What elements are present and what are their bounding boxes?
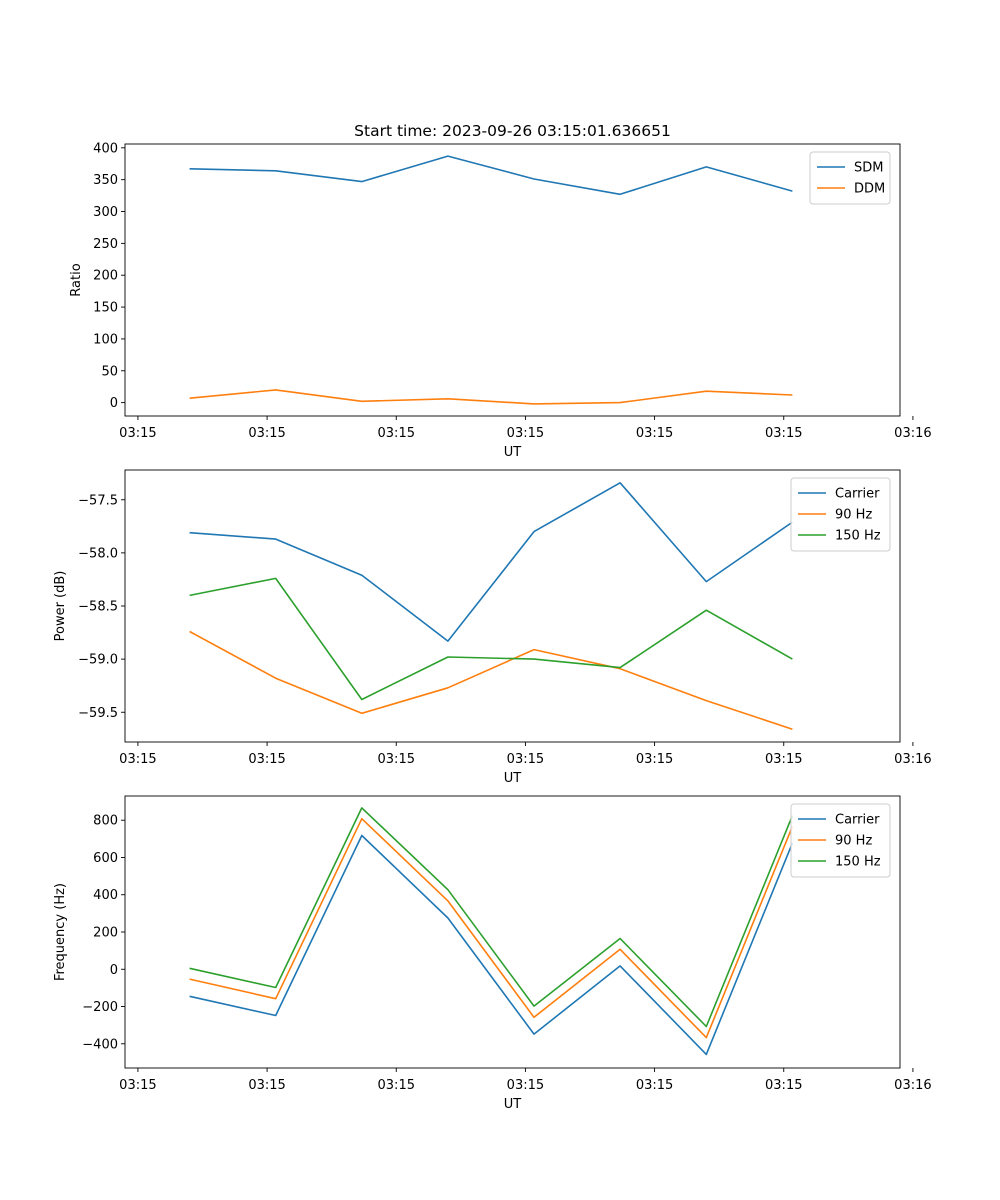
y-tick-label: −57.5 [78,493,118,508]
y-tick-label: 150 [93,301,118,316]
y-axis-label: Ratio [69,263,84,296]
y-tick-label: −400 [82,1037,118,1052]
x-tick-label: 03:15 [765,1078,802,1093]
axes-frame [124,143,901,417]
y-tick-label: 0 [110,963,118,978]
x-tick-label: 03:15 [378,426,415,441]
series-line-90-hz [189,817,794,1039]
x-tick-label: 03:15 [507,426,544,441]
legend-label: SDM [854,161,883,176]
x-tick-label: 03:15 [765,752,802,767]
panel-frequency: −400 −200 0 200 400 600 800 03:15 03:15 03:15 03:1… [53,795,932,1112]
y-tick-label: 0 [110,396,118,411]
legend-box [809,151,891,205]
y-axis-label: Power (dB) [53,571,68,642]
y-tick-label: −58.0 [78,546,118,561]
y-tick-label: 50 [101,364,118,379]
y-tick-label: −58.5 [78,600,118,615]
y-tick-label: 600 [93,851,118,866]
y-axis-label: Frequency (Hz) [53,883,68,981]
axes-frame [124,795,901,1069]
x-tick-label: 03:15 [636,426,673,441]
x-tick-label: 03:15 [378,752,415,767]
x-tick-label: 03:16 [894,752,931,767]
series-line-ddm [189,389,793,405]
legend-label: Carrier [835,813,880,828]
x-tick-label: 03:15 [378,1078,415,1093]
y-tick-label: −59.0 [78,653,118,668]
y-tick-label: 250 [93,237,118,252]
x-tick-label: 03:15 [248,426,285,441]
x-tick-label: 03:15 [119,1078,156,1093]
x-tick-label: 03:15 [636,752,673,767]
legend-label: 150 Hz [835,529,881,544]
legend: Carrier 90 Hz 150 Hz [790,477,891,552]
x-tick-label: 03:15 [248,1078,285,1093]
legend-box [790,477,891,552]
y-tick-label: 100 [93,332,118,347]
legend-box [790,803,891,878]
legend-label: DDM [854,182,885,197]
series-line-150-hz [189,807,794,1028]
x-axis-label: UT [504,1097,522,1112]
legend-label: 90 Hz [835,834,872,849]
series-line-sdm [189,155,793,196]
legend: Carrier 90 Hz 150 Hz [790,803,891,878]
x-tick-label: 03:15 [636,1078,673,1093]
y-tick-label: −200 [82,1000,118,1015]
panel-ratio: 0 50 100 150 200 250 300 350 400 03:15 03:15 03:15 0… [69,141,932,460]
y-tick-label: 350 [93,173,118,188]
y-tick-label: 300 [93,205,118,220]
series-line-150-hz [189,577,793,701]
axes-frame [124,469,901,743]
series-line-90-hz [189,630,793,730]
y-tick-label: 400 [93,888,118,903]
legend-label: Carrier [835,487,880,502]
x-tick-label: 03:15 [119,426,156,441]
chart-title: Start time: 2023-09-26 03:15:01.636651 [354,122,671,140]
y-tick-label: −59.5 [78,706,118,721]
x-axis-label: UT [504,771,522,786]
legend-label: 90 Hz [835,508,872,523]
x-tick-label: 03:15 [507,752,544,767]
x-tick-label: 03:16 [894,1078,931,1093]
y-tick-label: 200 [93,269,118,284]
y-tick-label: 400 [93,141,118,156]
x-axis-label: UT [504,445,522,460]
x-tick-label: 03:16 [894,426,931,441]
legend-label: 150 Hz [835,855,881,870]
x-tick-label: 03:15 [507,1078,544,1093]
series-line-carrier [189,481,793,642]
x-tick-label: 03:15 [765,426,802,441]
panel-power: −59.5 −59.0 −58.5 −58.0 −57.5 03:15 03:15 03:15… [53,469,932,786]
series-line-carrier [189,834,794,1056]
x-tick-label: 03:15 [119,752,156,767]
x-tick-label: 03:15 [248,752,285,767]
y-tick-label: 200 [93,926,118,941]
y-tick-label: 800 [93,814,118,829]
legend: SDM DDM [809,151,891,205]
